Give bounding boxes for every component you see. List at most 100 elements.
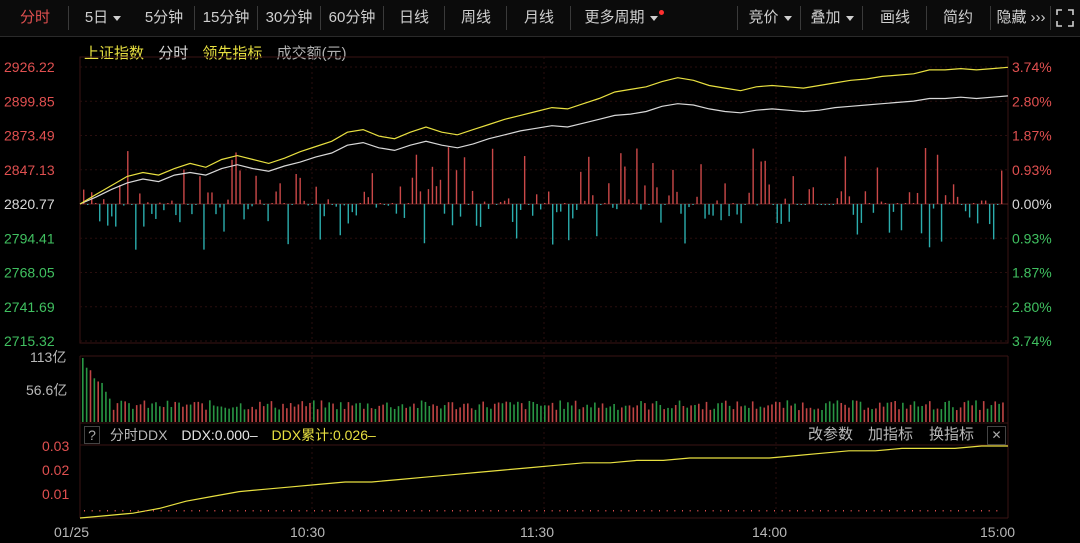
volume-bar bbox=[878, 402, 881, 422]
tab-5day[interactable]: 5日 bbox=[78, 4, 128, 32]
ddx-bar bbox=[99, 204, 101, 222]
switch-indicator-button[interactable]: 换指标 bbox=[929, 426, 975, 443]
volume-bar bbox=[366, 403, 369, 422]
ddx-title: 分时DDX bbox=[109, 427, 168, 443]
ddx-bar bbox=[544, 203, 546, 204]
volume-bar bbox=[401, 404, 404, 422]
ddx-value-dot bbox=[245, 510, 246, 512]
volume-bar bbox=[459, 407, 461, 422]
ddx-bar bbox=[976, 204, 979, 224]
help-icon[interactable]: ? bbox=[84, 426, 100, 444]
time-axis-label: 11:30 bbox=[520, 524, 554, 540]
ddx-bar bbox=[195, 204, 197, 205]
legend-mode: 分时 bbox=[158, 45, 189, 62]
close-icon[interactable]: ✕ bbox=[987, 426, 1006, 445]
ddx-value-dot bbox=[306, 510, 308, 512]
volume-bar bbox=[382, 404, 384, 422]
volume-bar bbox=[724, 400, 727, 422]
ddx-value-dot bbox=[927, 510, 929, 512]
volume-bar bbox=[324, 407, 327, 422]
volume-bar bbox=[255, 409, 257, 422]
ddx-value-dot bbox=[114, 510, 116, 512]
volume-bar bbox=[567, 402, 569, 422]
ddx-bar bbox=[712, 204, 714, 216]
ddx-bar bbox=[471, 190, 474, 204]
tab-5min[interactable]: 5分钟 bbox=[144, 9, 184, 26]
ddx-bar bbox=[343, 204, 345, 206]
ddx-value-dot bbox=[705, 510, 706, 512]
tab-more-periods[interactable]: 更多周期 bbox=[576, 4, 672, 32]
ddx-bar bbox=[351, 204, 353, 213]
volume-bar bbox=[139, 404, 142, 422]
tab-60min[interactable]: 60分钟 bbox=[328, 9, 376, 26]
ddx-bar bbox=[692, 204, 694, 205]
ddx-value-dot bbox=[130, 510, 131, 512]
tab-15min[interactable]: 15分钟 bbox=[202, 9, 250, 26]
ddx-value-dot bbox=[820, 510, 821, 512]
tab-weekly[interactable]: 周线 bbox=[460, 9, 491, 26]
volume-bar bbox=[262, 406, 265, 422]
ddx-bar bbox=[636, 148, 638, 204]
ddx-value-dot bbox=[827, 510, 829, 512]
ddx-bar bbox=[948, 202, 951, 204]
tab-intraday[interactable]: 分时 bbox=[19, 9, 50, 26]
ddx-bar bbox=[327, 199, 329, 204]
simple-mode-button[interactable]: 简约 bbox=[942, 9, 973, 26]
auction-label: 竞价 bbox=[748, 9, 779, 26]
ddx-bar bbox=[359, 203, 361, 204]
volume-bar bbox=[532, 401, 535, 422]
ddx-bar bbox=[900, 204, 903, 231]
ddx-bar bbox=[660, 204, 662, 223]
tab-daily[interactable]: 日线 bbox=[398, 9, 429, 26]
ddx-bar bbox=[988, 204, 991, 225]
ddx-value-dot bbox=[314, 510, 315, 512]
ddx-value-dot bbox=[590, 510, 591, 512]
ddx-value-dot bbox=[942, 510, 944, 512]
ddx-bar bbox=[604, 202, 606, 204]
ddx-bar bbox=[531, 204, 534, 216]
price-axis-label-right: 2.80% bbox=[1012, 299, 1052, 315]
ddx-bar bbox=[652, 163, 654, 204]
fullscreen-icon[interactable] bbox=[1056, 0, 1076, 36]
volume-bar bbox=[374, 408, 377, 422]
ddx-bar bbox=[552, 204, 554, 245]
overlay-dropdown[interactable]: 叠加 bbox=[804, 4, 860, 32]
ddx-bar bbox=[704, 204, 706, 219]
intraday-chart[interactable]: 2926.22 3.74% 2899.85 2.80% 2873.49 1.87% 2847… bbox=[0, 37, 1080, 543]
volume-bar bbox=[490, 408, 492, 422]
volume-bar bbox=[443, 405, 446, 422]
ddx-bar bbox=[179, 204, 181, 223]
volume-bar bbox=[544, 405, 546, 422]
ddx-value-dot bbox=[528, 510, 530, 512]
ddx-value-dot bbox=[950, 510, 952, 512]
hide-button[interactable]: 隐藏 ››› bbox=[992, 4, 1050, 32]
ddx-bar bbox=[455, 170, 458, 204]
ddx-bar bbox=[211, 192, 213, 204]
tab-monthly[interactable]: 月线 bbox=[523, 9, 554, 26]
volume-bar bbox=[470, 408, 473, 422]
ddx-value-dot bbox=[183, 510, 185, 512]
volume-bar bbox=[990, 405, 993, 422]
ddx-axis-label: 0.02 bbox=[42, 462, 69, 478]
ddx-value-dot bbox=[122, 510, 124, 512]
auction-dropdown[interactable]: 竞价 bbox=[742, 4, 798, 32]
draw-line-button[interactable]: 画线 bbox=[879, 9, 910, 26]
ddx-value-dot bbox=[153, 510, 154, 512]
volume-bar bbox=[690, 405, 692, 422]
ddx-bar bbox=[840, 191, 843, 204]
volume-bar bbox=[112, 409, 115, 422]
ddx-bar bbox=[784, 198, 786, 204]
ddx-value-dot bbox=[551, 510, 553, 512]
ddx-value-dot bbox=[751, 510, 752, 512]
tab-30min[interactable]: 30分钟 bbox=[265, 9, 313, 26]
ddx-value-dot bbox=[406, 510, 407, 512]
modify-params-button[interactable]: 改参数 bbox=[808, 426, 854, 443]
ddx-bar bbox=[123, 204, 125, 206]
ddx-value-dot bbox=[268, 510, 269, 512]
ddx-bar bbox=[928, 204, 931, 248]
volume-bar bbox=[590, 407, 592, 422]
volume-bar bbox=[813, 409, 816, 422]
add-indicator-button[interactable]: 加指标 bbox=[868, 426, 914, 443]
ddx-bar bbox=[556, 204, 558, 213]
ddx-bar bbox=[291, 204, 293, 205]
